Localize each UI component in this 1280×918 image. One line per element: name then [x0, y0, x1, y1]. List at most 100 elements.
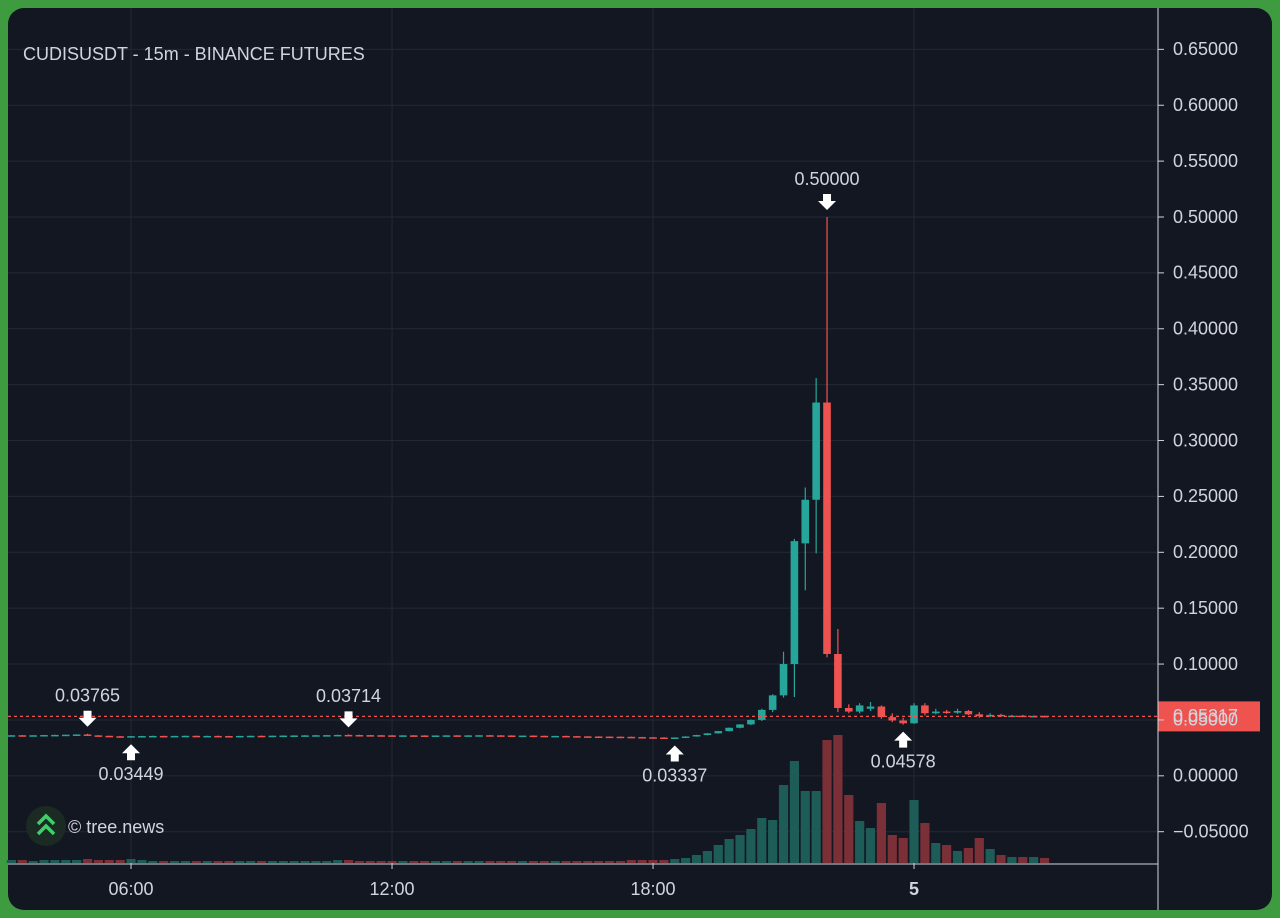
candle-body: [290, 735, 298, 737]
candle-body: [964, 711, 973, 715]
candle-body: [1040, 715, 1049, 718]
volume-bar: [409, 861, 419, 863]
volume-bar: [517, 861, 528, 863]
volume-bar: [93, 860, 103, 863]
volume-bar: [137, 860, 147, 863]
candle-body: [997, 714, 1005, 717]
candle-body: [366, 735, 375, 737]
volume-bar: [942, 845, 952, 863]
volume-bar: [387, 861, 397, 863]
y-tick-label: 0.10000: [1173, 654, 1238, 674]
volume-bar: [398, 861, 408, 863]
volume-bar: [191, 861, 201, 863]
candle-body: [40, 735, 48, 737]
candle-body: [768, 695, 777, 710]
volume-bar: [691, 855, 702, 863]
candle-body: [203, 735, 211, 738]
candle-body: [192, 735, 201, 738]
candle-body: [855, 705, 864, 712]
y-tick-label: 0.35000: [1173, 374, 1238, 394]
candle-body: [670, 737, 679, 739]
candle-body: [301, 735, 309, 737]
volume-bar: [169, 861, 180, 863]
candle-body: [910, 705, 918, 724]
candle-body: [105, 735, 114, 738]
candle-body: [551, 735, 559, 738]
volume-bar: [311, 861, 321, 863]
volume-bar: [920, 823, 930, 863]
volume-layer: [6, 735, 1050, 863]
candle-body: [616, 736, 625, 739]
candle-body: [333, 734, 342, 737]
low-label: 0.03449: [98, 764, 163, 784]
candle-body: [127, 736, 135, 738]
high-label: 0.03714: [316, 686, 381, 706]
volume-bar: [278, 861, 288, 863]
volume-bar: [289, 861, 299, 863]
candle-body: [714, 731, 723, 734]
y-tick-label: 0.25000: [1173, 486, 1238, 506]
grid: [8, 8, 1158, 863]
volume-bar: [333, 860, 343, 863]
volume-bar: [1029, 857, 1039, 863]
low-arrow: [665, 745, 684, 762]
candle-body: [801, 499, 810, 544]
volume-bar: [180, 861, 190, 863]
x-tick-label: 06:00: [109, 879, 154, 899]
candle-body: [344, 734, 353, 737]
volume-bar: [735, 835, 745, 863]
volume-bar: [855, 821, 865, 863]
y-tick-label: 0.65000: [1173, 39, 1238, 59]
volume-bar: [485, 861, 495, 863]
volume-bar: [213, 861, 223, 863]
y-tick-label: 0.40000: [1173, 319, 1238, 339]
candle-body: [235, 735, 244, 738]
volume-bar: [637, 860, 647, 863]
volume-bar: [441, 861, 451, 863]
chart-title: CUDISUSDT - 15m - BINANCE FUTURES: [23, 44, 365, 64]
candle-body: [562, 735, 570, 738]
y-tick-label: 0.15000: [1173, 598, 1238, 618]
high-arrow: [339, 711, 358, 728]
volume-bar: [952, 851, 963, 863]
candle-body: [214, 735, 222, 738]
volume-bar: [39, 860, 49, 863]
candle-body: [877, 706, 886, 718]
volume-bar: [572, 861, 582, 863]
candle-body: [225, 736, 233, 738]
candle-body: [322, 735, 331, 737]
candle-body: [736, 724, 744, 728]
volume-bar: [267, 861, 277, 863]
candle-body: [790, 541, 799, 665]
last-price-box: [1158, 701, 1260, 732]
candle-body: [51, 734, 59, 737]
volume-bar: [550, 861, 560, 863]
volume-bar: [1039, 858, 1050, 863]
candle-body: [834, 654, 842, 708]
y-tick-label: −0.05000: [1173, 821, 1249, 841]
volume-bar: [963, 848, 973, 863]
candle-body: [583, 736, 592, 738]
volume-bar: [474, 861, 484, 863]
candle-body: [355, 735, 364, 737]
candle-body: [279, 735, 288, 738]
volume-bar: [713, 845, 723, 863]
volume-bar: [420, 861, 430, 863]
volume-bar: [452, 861, 462, 863]
candle-body: [747, 719, 755, 725]
volume-bar: [159, 861, 169, 863]
volume-bar: [50, 860, 60, 863]
candle-body: [931, 711, 940, 714]
candle-body: [649, 737, 657, 739]
volume-bar: [800, 791, 810, 863]
volume-bar: [811, 791, 821, 863]
candle-body: [257, 735, 266, 738]
candle-body: [888, 717, 897, 721]
candle-layer: [7, 217, 1049, 739]
candle-body: [1029, 715, 1038, 718]
candle-body: [844, 707, 853, 712]
x-tick-label: 12:00: [370, 879, 415, 899]
volume-bar: [778, 785, 789, 863]
candle-body: [605, 736, 614, 739]
volume-bar: [974, 838, 984, 863]
